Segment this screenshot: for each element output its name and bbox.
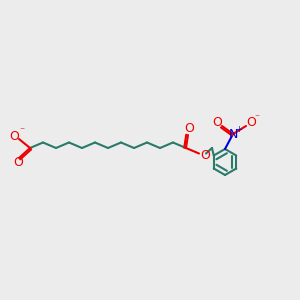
Text: N: N bbox=[228, 128, 238, 140]
Text: ⁻: ⁻ bbox=[254, 113, 260, 123]
Text: O: O bbox=[246, 116, 256, 130]
Text: O: O bbox=[212, 116, 222, 130]
Text: O: O bbox=[13, 157, 23, 169]
Text: O: O bbox=[184, 122, 194, 136]
Text: O: O bbox=[200, 149, 210, 162]
Text: +: + bbox=[236, 124, 242, 134]
Text: O: O bbox=[9, 130, 19, 142]
Text: ⁻: ⁻ bbox=[20, 126, 25, 136]
